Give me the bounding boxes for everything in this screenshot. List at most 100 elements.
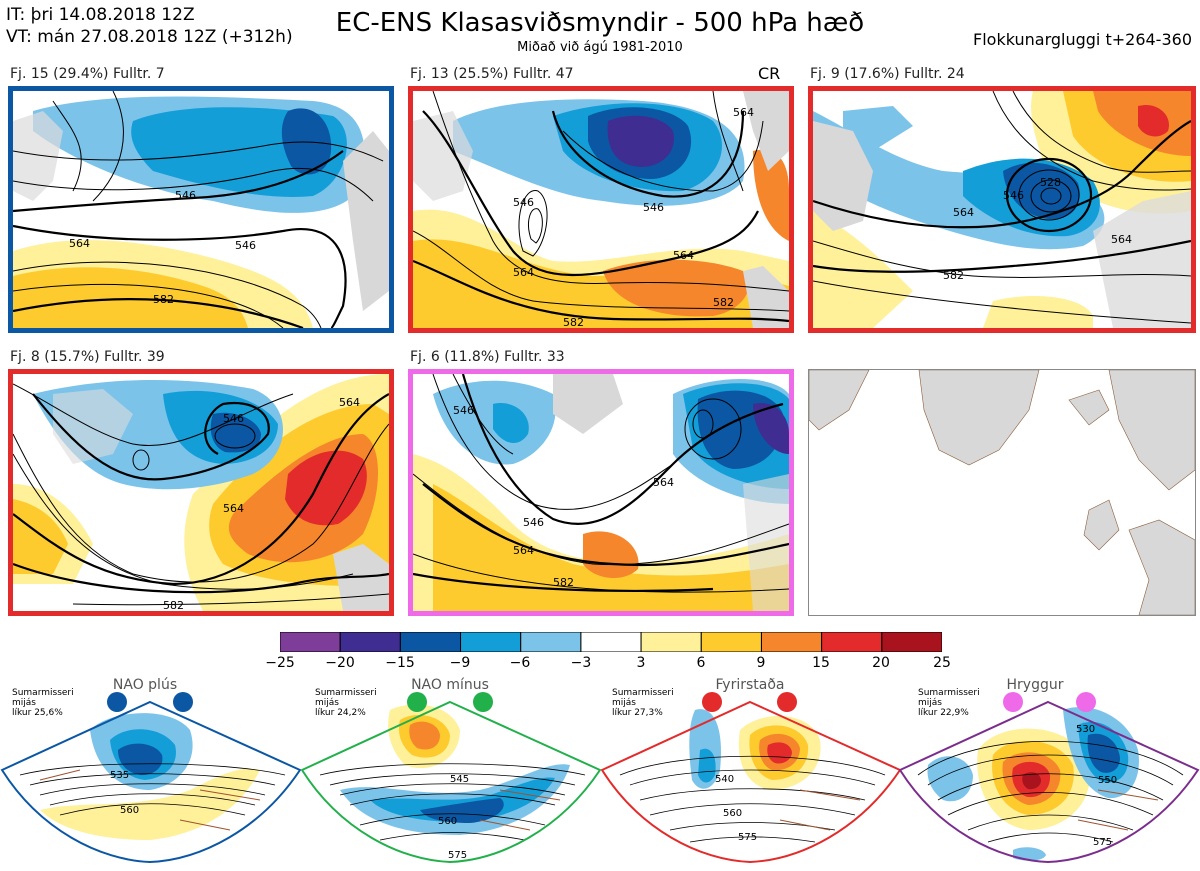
regime-4-info: Sumarmisseri mijás líkur 22,9% (918, 688, 980, 718)
colorbar-swatch (580, 631, 642, 653)
colorbar-tick: 15 (812, 655, 830, 671)
colorbar-swatch (881, 631, 943, 653)
colorbar-swatch (821, 631, 883, 653)
regime-contour-label: 545 (450, 774, 469, 785)
colorbar-swatches (279, 631, 943, 653)
colorbar (279, 631, 943, 653)
contour-label: 582 (553, 576, 574, 589)
regime-4-map: 530 550 575 (898, 700, 1200, 864)
issue-time: IT: þri 14.08.2018 12Z (6, 5, 195, 25)
panel-1-label: Fj. 15 (29.4%) Fulltr. 7 (10, 66, 165, 82)
contour-label: 564 (223, 502, 244, 515)
regime-1-info: Sumarmisseri mijás líkur 25,6% (12, 688, 74, 718)
colorbar-swatch (640, 631, 702, 653)
regime-probability: líkur 24,2% (315, 708, 366, 718)
regime-contour-label: 530 (1076, 724, 1095, 735)
contour-label: 582 (563, 316, 584, 328)
contour-label: 564 (733, 106, 754, 119)
contour-label: 546 (513, 196, 534, 209)
valid-time: VT: mán 27.08.2018 12Z (+312h) (6, 27, 293, 47)
regime-3-dot (702, 692, 722, 712)
contour-label: 546 (523, 516, 544, 529)
regime-contour-label: 560 (120, 805, 139, 816)
colorbar-tick: 6 (696, 655, 706, 671)
regime-4-dot (1076, 692, 1096, 712)
regime-1-dot (107, 692, 127, 712)
contour-label: 564 (339, 396, 360, 409)
contour-label: 564 (1111, 233, 1132, 246)
regime-2-map: 545 560 575 (300, 700, 602, 864)
regime-3-title: Fyrirstaða (715, 677, 785, 693)
colorbar-swatch (339, 631, 401, 653)
colorbar-swatch (279, 631, 341, 653)
regime-contour-label: 560 (438, 816, 457, 827)
regime-probability: líkur 27,3% (612, 708, 663, 718)
contour-label: 582 (153, 293, 174, 306)
contour-label: 546 (643, 201, 664, 214)
regime-2-dot (407, 692, 427, 712)
map-panel-1: 546 564 546 582 (8, 86, 394, 333)
contour-label: 546 (223, 412, 244, 425)
contour-label: 546 (1003, 189, 1024, 202)
regime-probability: líkur 25,6% (12, 708, 63, 718)
colorbar-tick: 25 (933, 655, 951, 671)
window-label: Flokkunargluggi t+264-360 (973, 30, 1192, 49)
contour-label: 546 (235, 239, 256, 252)
colorbar-swatch (700, 631, 762, 653)
regime-contour-label: 575 (448, 850, 467, 861)
regime-2-title: NAO mínus (411, 677, 489, 693)
regime-period: mijás (12, 698, 36, 708)
regime-season: Sumarmisseri (612, 688, 674, 698)
contour-label: 582 (163, 599, 184, 611)
map-panel-4: 546 564 564 582 (8, 369, 394, 616)
contour-label: 564 (513, 266, 534, 279)
regime-contour-label: 535 (110, 770, 129, 781)
base-map-panel (808, 369, 1196, 616)
contour-label: 528 (1040, 176, 1061, 189)
regime-2-dot (473, 692, 493, 712)
colorbar-tick: −6 (509, 655, 531, 671)
regime-1-map: 535 560 (0, 700, 302, 864)
regime-contour-label: 550 (1098, 775, 1117, 786)
panel-3-label: Fj. 9 (17.6%) Fulltr. 24 (810, 66, 965, 82)
colorbar-tick: 3 (636, 655, 646, 671)
regime-3-dot (777, 692, 797, 712)
colorbar-tick: −9 (449, 655, 471, 671)
contour-label: 546 (175, 189, 196, 202)
colorbar-tick: 9 (756, 655, 766, 671)
colorbar-swatch (760, 631, 823, 653)
panel-2-tag: CR (758, 64, 781, 83)
colorbar-swatch (399, 631, 462, 653)
colorbar-swatch (460, 631, 522, 653)
regime-period: mijás (315, 698, 339, 708)
contour-label: 564 (513, 544, 534, 557)
regime-1-dot (173, 692, 193, 712)
regime-3-info: Sumarmisseri mijás líkur 27,3% (612, 688, 674, 718)
page-subtitle: Miðað við ágú 1981-2010 (517, 40, 683, 55)
contour-label: 546 (453, 404, 474, 417)
panel-4-label: Fj. 8 (15.7%) Fulltr. 39 (10, 349, 165, 365)
colorbar-tick: 20 (872, 655, 890, 671)
panel-2-label: Fj. 13 (25.5%) Fulltr. 47 (410, 66, 574, 82)
regime-probability: líkur 22,9% (918, 708, 969, 718)
regime-3-map: 540 560 575 (600, 700, 902, 864)
regime-season: Sumarmisseri (315, 688, 377, 698)
contour-label: 564 (69, 237, 90, 250)
map-panel-2: 546 564 564 582 546 582 564 (408, 86, 794, 333)
regime-contour-label: 540 (715, 774, 734, 785)
colorbar-tick: −25 (265, 655, 295, 671)
regime-contour-label: 560 (723, 808, 742, 819)
regime-period: mijás (918, 698, 942, 708)
regime-season: Sumarmisseri (918, 688, 980, 698)
regime-period: mijás (612, 698, 636, 708)
regime-4-dot (1003, 692, 1023, 712)
colorbar-tick: −15 (385, 655, 415, 671)
regime-season: Sumarmisseri (12, 688, 74, 698)
colorbar-tick: −20 (325, 655, 355, 671)
regime-contour-label: 575 (738, 832, 757, 843)
regime-contour-label: 575 (1093, 837, 1112, 848)
regime-4-title: Hryggur (1006, 677, 1064, 693)
panel-5-label: Fj. 6 (11.8%) Fulltr. 33 (410, 349, 565, 365)
contour-label: 564 (953, 206, 974, 219)
colorbar-swatch (520, 631, 582, 653)
